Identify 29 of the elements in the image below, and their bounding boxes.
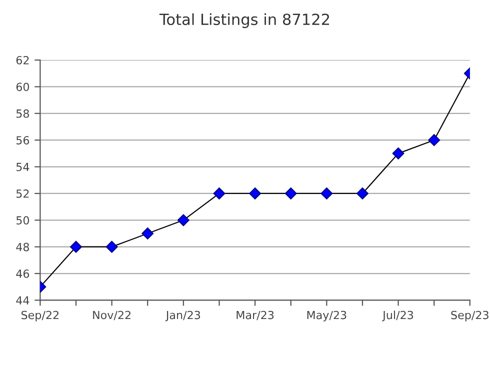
point <box>177 214 190 226</box>
x-tick-label: Jul/23 <box>382 310 414 322</box>
y-tick-label: 46 <box>16 269 30 278</box>
point <box>356 188 368 200</box>
x-tick-label: May/23 <box>307 310 346 322</box>
point <box>428 134 440 146</box>
x-tick-label: Mar/23 <box>236 310 274 320</box>
point <box>320 188 333 200</box>
y-tick-label: 44 <box>16 296 30 304</box>
point <box>142 228 154 240</box>
y-tick-label: 56 <box>16 136 30 144</box>
point <box>392 147 404 160</box>
point <box>106 240 118 253</box>
x-tick-label: Sep/22 <box>22 310 58 322</box>
y-tick-label: 54 <box>16 162 30 172</box>
y-tick-label: 52 <box>16 189 29 198</box>
chart-title: Total Listings in 87122 <box>159 13 330 28</box>
point <box>213 188 226 200</box>
y-tick-label: 62 <box>16 56 29 64</box>
y-tick-label: 48 <box>16 242 30 252</box>
point <box>249 188 261 200</box>
y-tick-label: 58 <box>16 109 30 118</box>
x-tick-label: Nov/22 <box>93 310 130 320</box>
point <box>284 188 297 200</box>
y-tick-label: 60 <box>16 82 30 92</box>
x-tick-label: Jan/23 <box>165 310 200 322</box>
x-tick-label: Sep/23 <box>451 310 488 322</box>
y-tick-label: 50 <box>16 216 30 225</box>
point <box>70 240 82 253</box>
